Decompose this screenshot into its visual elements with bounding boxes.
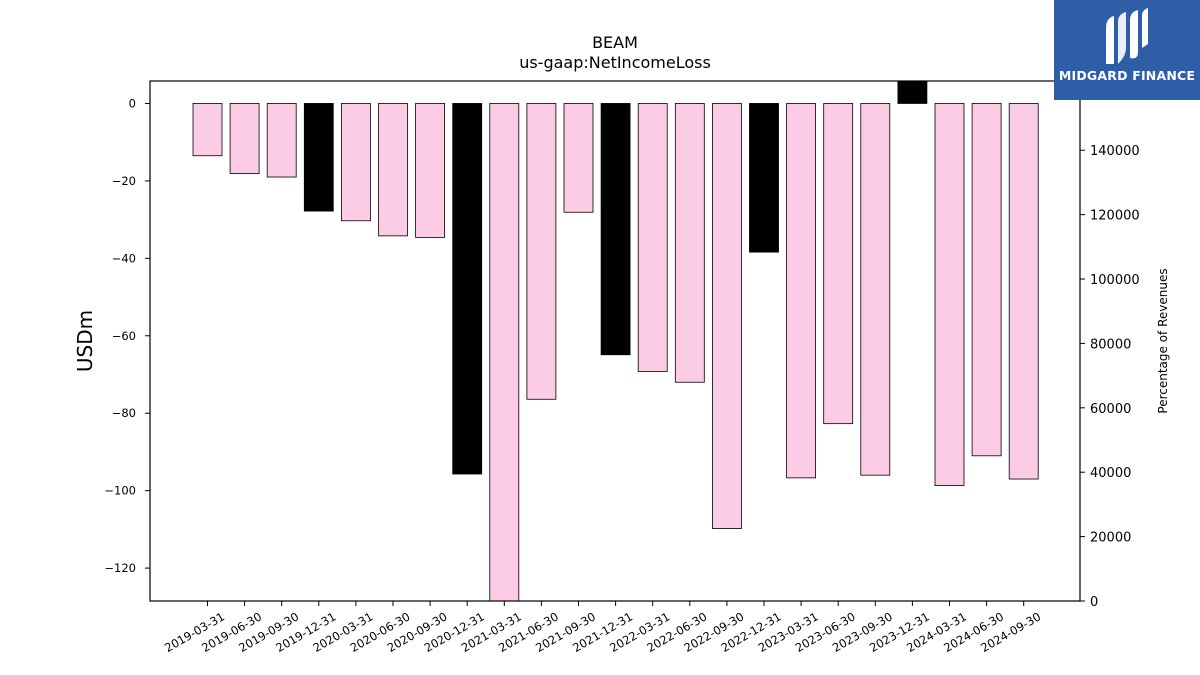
midgard-logo-icon <box>1106 8 1148 64</box>
bar-2020-09-30 <box>415 103 446 238</box>
left-y-tick-label: −40 <box>112 251 136 265</box>
logo-text: MIDGARD FINANCE <box>1058 68 1196 83</box>
x-axis-ticks: 2019-03-312019-06-302019-09-302019-12-31… <box>162 601 1043 655</box>
bar-2020-06-30 <box>378 103 408 237</box>
bar-2021-09-30 <box>563 103 594 213</box>
bar-2021-12-31 <box>600 103 631 356</box>
bar-2021-06-30 <box>526 103 557 400</box>
right-y-axis-ticks: 0200004000060000800001000001200001400001… <box>1080 80 1140 610</box>
bar-2020-12-31 <box>452 103 483 475</box>
right-y-tick-label: 0 <box>1090 595 1098 610</box>
bar-2019-09-30 <box>266 103 297 178</box>
bar-2019-12-31 <box>303 103 334 212</box>
bar-2023-06-30 <box>823 103 854 425</box>
plot-frame <box>149 80 1081 602</box>
bar-2021-03-31 <box>489 103 520 602</box>
left-y-tick-label: −60 <box>112 329 136 343</box>
right-y-tick-label: 140000 <box>1090 144 1140 159</box>
bar-2022-03-31 <box>637 103 668 372</box>
left-y-tick-label: 0 <box>129 96 136 110</box>
chart-title: BEAM <box>592 33 638 52</box>
bar-2024-03-31 <box>934 103 965 487</box>
bar-2023-12-31 <box>897 80 928 104</box>
bar-2022-06-30 <box>674 103 705 383</box>
bar-2019-03-31 <box>192 103 223 157</box>
right-y-tick-label: 60000 <box>1090 402 1131 417</box>
right-y-axis-label: Percentage of Revenues <box>1156 268 1170 413</box>
bar-2024-09-30 <box>1008 103 1039 480</box>
right-y-tick-label: 100000 <box>1090 273 1140 288</box>
left-y-tick-label: −80 <box>112 406 136 420</box>
bar-2019-06-30 <box>229 103 260 174</box>
bar-2024-06-30 <box>971 103 1002 457</box>
right-y-tick-label: 40000 <box>1090 466 1131 481</box>
right-y-tick-label: 120000 <box>1090 209 1140 224</box>
bar-series <box>192 80 1039 602</box>
left-y-tick-label: −120 <box>104 561 136 575</box>
chart-subtitle: us-gaap:NetIncomeLoss <box>519 53 711 72</box>
bar-2020-03-31 <box>340 103 371 222</box>
left-y-tick-label: −100 <box>104 484 136 498</box>
midgard-finance-logo: MIDGARD FINANCE <box>1054 0 1200 100</box>
left-y-axis-label: USDm <box>73 310 97 372</box>
right-y-tick-label: 20000 <box>1090 531 1131 546</box>
bar-2022-09-30 <box>712 103 742 529</box>
bar-2022-12-31 <box>749 103 779 253</box>
bar-2023-03-31 <box>786 103 816 479</box>
left-y-axis-ticks: 0 −20 −40 −60 −80 −100 −120 <box>104 96 150 575</box>
left-y-tick-label: −20 <box>112 174 136 188</box>
right-y-tick-label: 80000 <box>1090 337 1131 352</box>
bar-2023-09-30 <box>860 103 891 476</box>
